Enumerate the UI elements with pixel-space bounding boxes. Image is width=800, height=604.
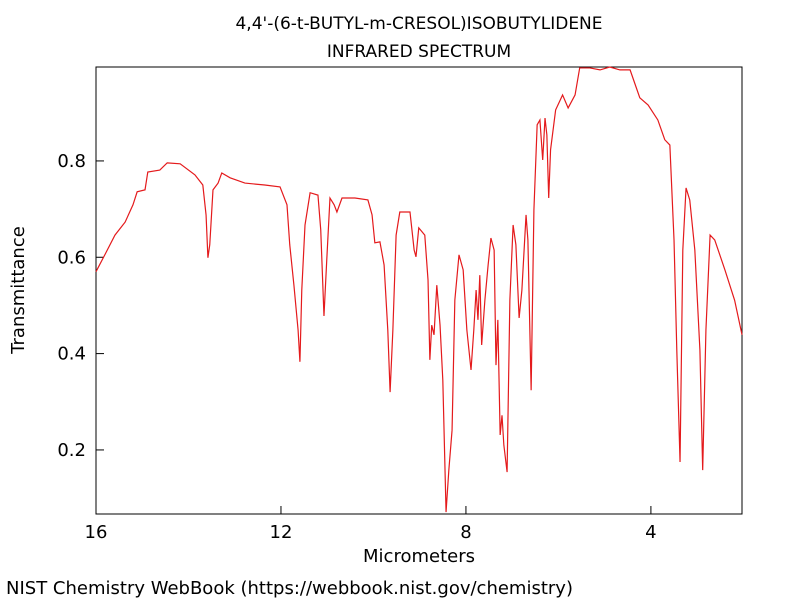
y-tick-label: 0.8	[57, 151, 86, 172]
x-tick-label: 4	[645, 522, 656, 543]
chart-subtitle: INFRARED SPECTRUM	[327, 42, 511, 62]
x-tick-label: 16	[85, 522, 108, 543]
plot-frame	[95, 66, 743, 515]
y-axis-label: Transmittance	[8, 226, 29, 355]
spectrum-line	[95, 66, 743, 513]
y-tick-label: 0.4	[57, 344, 86, 365]
x-tick-label: 8	[460, 522, 471, 543]
y-tick-label: 0.2	[57, 440, 86, 461]
chart-title: 4,4'-(6-t-BUTYL-m-CRESOL)ISOBUTYLIDENE	[235, 14, 602, 34]
y-tick-label: 0.6	[57, 247, 86, 268]
x-tick-label: 12	[270, 522, 293, 543]
x-axis-label: Micrometers	[363, 546, 475, 567]
source-note: NIST Chemistry WebBook (https://webbook.…	[6, 578, 573, 599]
